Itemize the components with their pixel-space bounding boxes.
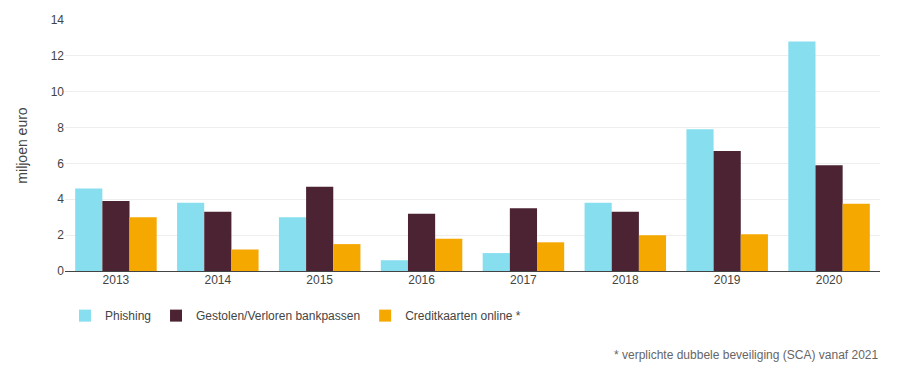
svg-text:Gestolen/Verloren bankpassen: Gestolen/Verloren bankpassen	[196, 309, 360, 323]
svg-text:6: 6	[57, 157, 64, 171]
svg-text:2017: 2017	[510, 273, 537, 287]
svg-text:2: 2	[57, 228, 64, 242]
svg-text:2014: 2014	[204, 273, 231, 287]
svg-text:miljoen euro: miljoen euro	[14, 107, 30, 183]
svg-text:14: 14	[51, 13, 65, 27]
svg-text:12: 12	[51, 49, 65, 63]
svg-text:Creditkaarten online *: Creditkaarten online *	[405, 309, 521, 323]
svg-text:2018: 2018	[612, 273, 639, 287]
svg-text:Phishing: Phishing	[105, 309, 151, 323]
svg-text:2016: 2016	[408, 273, 435, 287]
svg-text:4: 4	[57, 192, 64, 206]
svg-text:8: 8	[57, 121, 64, 135]
svg-text:* verplichte dubbele beveiligi: * verplichte dubbele beveiliging (SCA) v…	[614, 348, 878, 362]
svg-text:2020: 2020	[816, 273, 843, 287]
svg-text:2015: 2015	[306, 273, 333, 287]
svg-text:2019: 2019	[714, 273, 741, 287]
svg-text:2013: 2013	[103, 273, 130, 287]
svg-text:10: 10	[51, 85, 65, 99]
svg-text:0: 0	[57, 264, 64, 278]
